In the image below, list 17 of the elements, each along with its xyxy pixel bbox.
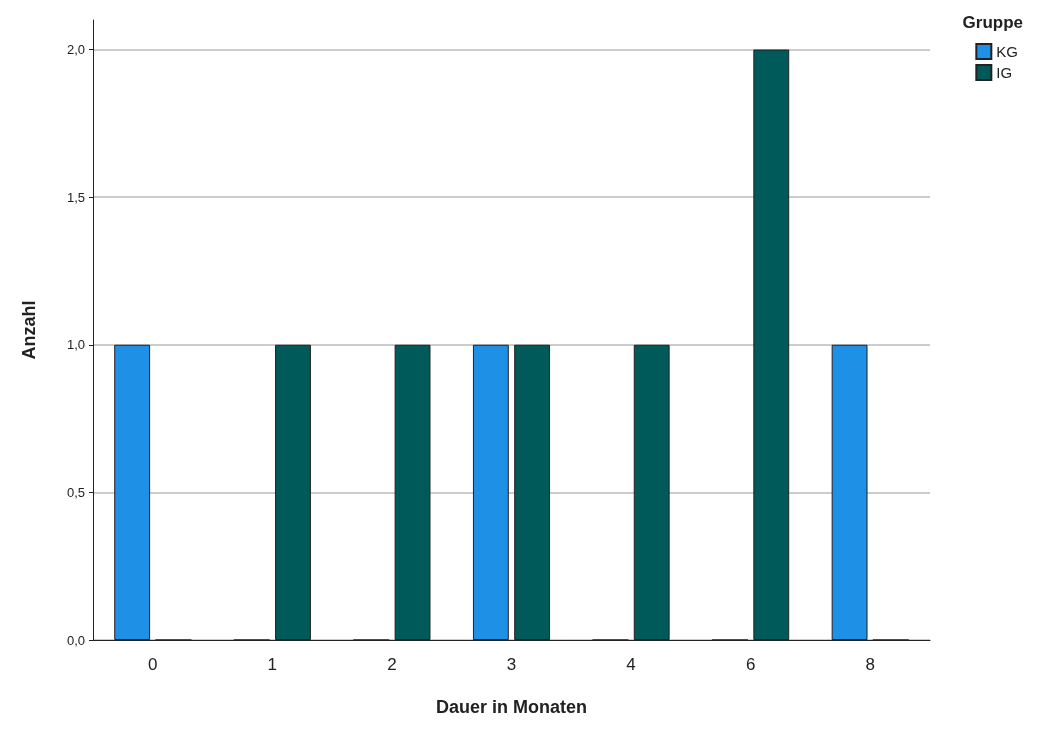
y-tick-label: 2,0 <box>66 42 85 58</box>
x-tick-label: 4 <box>626 655 636 674</box>
x-tick-label: 6 <box>745 655 756 674</box>
x-tick-label: 2 <box>387 655 397 674</box>
x-tick-label: 8 <box>865 655 875 674</box>
x-tick-label: 0 <box>148 655 158 674</box>
legend-label: KG <box>996 43 1019 60</box>
y-axis-title: Anzahl <box>19 300 39 360</box>
legend-label: IG <box>996 64 1013 81</box>
x-tick-label: 1 <box>267 655 278 674</box>
legend-title: Gruppe <box>962 13 1024 32</box>
y-tick-label: 1,5 <box>66 189 85 205</box>
y-tick-label: 0,5 <box>66 484 85 500</box>
x-axis-title: Dauer in Monaten <box>435 697 588 717</box>
y-tick-label: 0,0 <box>66 632 85 648</box>
x-tick-label: 3 <box>506 655 517 674</box>
y-tick-label: 1,0 <box>66 337 85 353</box>
